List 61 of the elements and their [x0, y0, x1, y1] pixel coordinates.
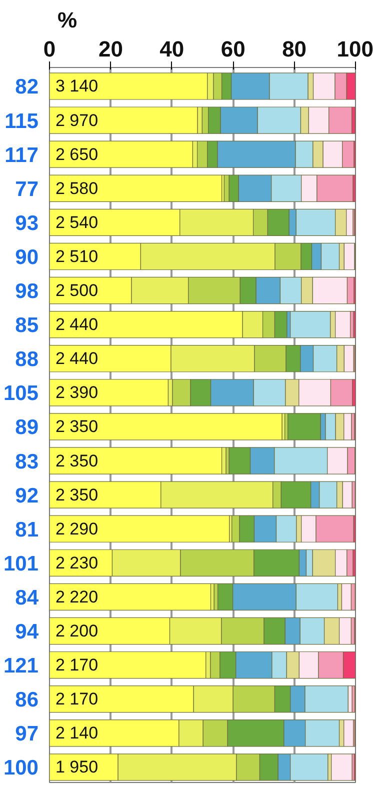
y-tick-label: 121: [3, 654, 39, 678]
y-tick-label: 85: [15, 314, 39, 338]
annotation: 1 950: [56, 758, 98, 777]
x-axis-title: %: [58, 8, 78, 32]
y-tick-label: 105: [3, 382, 39, 406]
annotation: 2 510: [56, 246, 98, 266]
bar: [50, 651, 206, 679]
annotation: 2 170: [56, 656, 98, 675]
y-tick-label: 82: [15, 76, 38, 99]
annotation: 2 970: [56, 110, 98, 130]
bar: [50, 583, 212, 611]
annotation: 2 170: [56, 690, 98, 709]
y-tick-label: 81: [15, 518, 39, 542]
bar: [50, 174, 222, 202]
annotation: 2 350: [56, 417, 98, 436]
y-tick-label: 77: [15, 178, 38, 201]
bar: [50, 106, 198, 134]
y-tick-label: 93: [15, 212, 38, 235]
y-tick-label: 115: [4, 110, 39, 133]
y-tick-label: 98: [15, 280, 39, 304]
bar: [50, 447, 222, 474]
annotation: 2 200: [56, 621, 98, 640]
bar: [341, 583, 352, 611]
y-tick-label: 89: [15, 416, 38, 440]
y-tick-label: 92: [15, 484, 38, 508]
annotation: 2 350: [56, 451, 98, 470]
x-tick-label: 60: [220, 36, 246, 62]
x-tick-label: 40: [160, 36, 184, 62]
y-tick-label: 94: [15, 620, 39, 644]
y-tick-label: 83: [15, 450, 38, 474]
annotation: 2 580: [56, 178, 98, 198]
y-tick-label: 88: [15, 348, 39, 372]
annotation: 2 390: [56, 383, 98, 402]
annotation: 3 140: [56, 76, 98, 96]
bar: [290, 310, 331, 338]
annotation: 2 440: [56, 315, 98, 334]
annotation: 2 140: [56, 724, 98, 743]
y-tick-label: 101: [3, 552, 39, 576]
annotation: 2 350: [56, 485, 98, 504]
x-tick-label: 100: [336, 36, 373, 62]
x-tick-label: 0: [43, 36, 56, 62]
bar: [50, 515, 230, 542]
annotation: 2 500: [56, 281, 98, 300]
bar: [331, 754, 352, 781]
x-tick-label: 20: [98, 36, 123, 62]
annotation: 2 540: [56, 212, 98, 232]
annotation: 2 290: [56, 519, 98, 538]
bar: [50, 413, 282, 440]
annotation: 2 440: [56, 349, 98, 368]
y-tick-label: 117: [4, 144, 39, 167]
y-tick-label: 90: [15, 246, 38, 269]
bar: [50, 140, 194, 168]
annotation: 2 230: [56, 553, 98, 572]
annotation: 2 220: [56, 587, 98, 606]
annotation: 2 650: [56, 144, 98, 164]
y-tick-label: 97: [15, 722, 38, 746]
y-tick-label: 100: [3, 756, 39, 780]
y-tick-label: 84: [15, 586, 39, 610]
y-tick-label: 86: [15, 688, 38, 712]
x-tick-label: 80: [282, 36, 307, 62]
bar: [50, 379, 169, 406]
